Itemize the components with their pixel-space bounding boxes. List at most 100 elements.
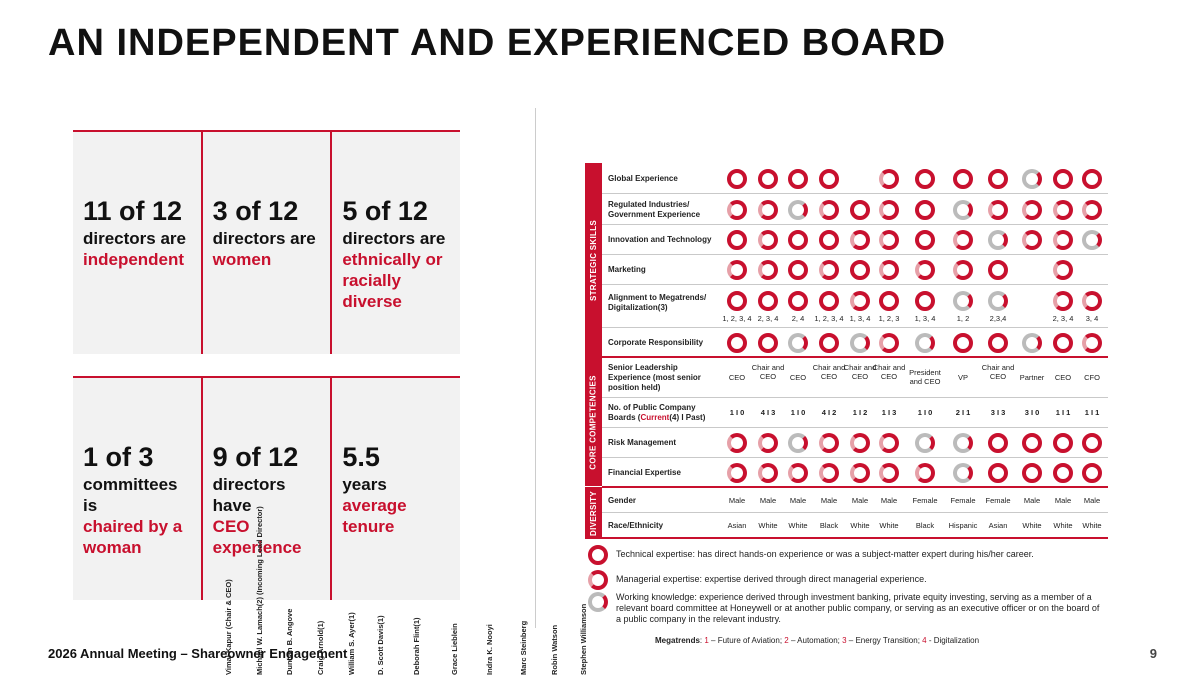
expertise-ring-full	[788, 291, 808, 311]
expertise-ring-mgr	[1022, 230, 1042, 250]
expertise-ring-full	[1022, 433, 1042, 453]
expertise-ring-full	[1022, 463, 1042, 483]
public-boards-count: 1 I 1	[1055, 408, 1071, 417]
expertise-ring-mgr	[850, 433, 870, 453]
expertise-ring-wk	[988, 291, 1008, 311]
matrix-row-regulated: Regulated Industries/ Government Experie…	[602, 194, 1108, 225]
senior-position: President and CEO	[909, 368, 941, 386]
expertise-ring-full	[953, 168, 973, 189]
megatrend-text: – Energy Transition;	[846, 636, 923, 645]
expertise-ring-full	[819, 168, 839, 189]
row-label: Senior Leadership Experience (most senio…	[608, 363, 701, 392]
expertise-ring-wk	[1022, 168, 1042, 189]
megatrend-num: 2	[784, 636, 789, 645]
row-label: Gender	[608, 495, 637, 505]
megatrend-codes: 1, 3, 4	[914, 314, 936, 323]
expertise-ring-full	[988, 333, 1008, 353]
legend-text: Working knowledge: experience derived th…	[616, 592, 1100, 624]
expertise-ring-mgr	[819, 463, 839, 483]
director-gender: Female	[950, 496, 976, 505]
matrix-row-global: Global Experience	[602, 163, 1108, 194]
senior-position: Chair and CEO	[981, 363, 1015, 381]
director-race: White	[758, 521, 778, 530]
expertise-ring-full	[988, 168, 1008, 189]
row-label: Race/Ethnicity	[608, 521, 664, 530]
director-race: Asian	[988, 521, 1008, 530]
sidebar-label: DIVERSITY	[589, 490, 598, 536]
expertise-ring-wk	[1022, 333, 1042, 353]
matrix-row-innovation: Innovation and Technology	[602, 225, 1108, 255]
expertise-ring-full	[727, 230, 747, 250]
expertise-ring-full	[915, 199, 935, 220]
expertise-ring-full	[988, 433, 1008, 453]
megatrend-codes: 1, 2	[956, 314, 970, 323]
senior-position: CFO	[1084, 373, 1100, 382]
row-label: No. of Public Company Boards (Current(4)…	[608, 403, 706, 422]
expertise-ring-full	[1082, 168, 1102, 189]
expertise-ring-mgr	[1053, 260, 1073, 280]
legend-text: Managerial expertise: expertise derived …	[616, 574, 927, 584]
row-label: Innovation and Technology	[608, 235, 712, 244]
stat-value: 1 of 3	[83, 442, 154, 472]
expertise-ring-full	[819, 291, 839, 311]
sidebar-diversity: DIVERSITY	[585, 487, 602, 539]
expertise-ring-mgr	[915, 260, 935, 280]
page-number: 9	[1149, 646, 1157, 661]
megatrend-codes: 1, 2, 3	[878, 314, 900, 323]
expertise-ring-mgr	[819, 260, 839, 280]
expertise-ring-full	[1053, 168, 1073, 189]
expertise-ring-wk	[988, 230, 1008, 250]
expertise-ring-full	[988, 260, 1008, 280]
director-gender: Male	[759, 496, 777, 505]
expertise-ring-full	[1053, 463, 1073, 483]
expertise-ring-mgr	[879, 230, 899, 250]
expertise-ring-wk	[915, 433, 935, 453]
expertise-ring-mgr	[879, 260, 899, 280]
megatrend-codes: 1, 2, 3, 4	[722, 314, 752, 323]
director-gender: Male	[1054, 496, 1072, 505]
matrix-row-marketing: Marketing	[602, 255, 1108, 285]
expertise-ring-mgr	[727, 463, 747, 483]
expertise-ring-full	[850, 199, 870, 220]
stat-card: 1 of 3 committees is chaired by a woman	[73, 378, 201, 600]
director-race: Black	[819, 521, 839, 530]
expertise-ring-full	[727, 333, 747, 353]
sidebar-label: CORE COMPETENCIES	[589, 374, 599, 470]
public-boards-count: 1 I 3	[881, 408, 897, 417]
stat-text: years	[342, 475, 387, 494]
row-label: Risk Management	[608, 438, 677, 447]
director-gender: Female	[912, 496, 938, 505]
stat-text: directors have	[212, 475, 286, 515]
public-boards-count: 1 I 2	[852, 408, 868, 417]
matrix-row-gender: Gender Male Male Male Male Male Male Female Fema…	[602, 488, 1108, 513]
matrix-row-race: Race/Ethnicity Asian White White Black White W…	[602, 513, 1108, 539]
expertise-ring-mgr	[1082, 199, 1102, 220]
expertise-ring-wk	[788, 199, 808, 220]
director-gender: Male	[880, 496, 898, 505]
stat-highlight: CEO experience	[212, 517, 302, 557]
director-gender: Male	[1023, 496, 1041, 505]
sidebar-label: STRATEGIC SKILLS	[589, 219, 599, 302]
footer-text: 2026 Annual Meeting – Shareowner Engagem…	[48, 646, 348, 661]
expertise-ring-full	[788, 168, 808, 189]
stat-card: 5.5 years average tenure	[330, 378, 460, 600]
expertise-ring-full	[915, 230, 935, 250]
expertise-ring-full	[788, 260, 808, 280]
vertical-divider	[535, 108, 536, 628]
expertise-ring-full	[727, 291, 747, 311]
public-boards-count: 1 I 1	[1084, 408, 1100, 417]
megatrend-codes: 2,3,4	[989, 314, 1007, 323]
expertise-ring-full	[788, 230, 808, 250]
public-boards-count: 4 I 2	[821, 408, 837, 417]
expertise-ring-full	[1082, 433, 1102, 453]
expertise-ring-full	[879, 291, 899, 311]
expertise-ring-mgr	[758, 260, 778, 280]
stat-value: 9 of 12	[212, 442, 299, 472]
stat-text: directors are	[212, 229, 316, 248]
expertise-ring-mgr	[879, 333, 899, 353]
legend-text: Technical expertise: has direct hands-on…	[616, 549, 1034, 559]
director-race: White	[788, 521, 808, 530]
megatrends-label: Megatrends	[655, 636, 700, 645]
expertise-ring-mgr	[758, 230, 778, 250]
director-race: Hispanic	[948, 521, 978, 530]
